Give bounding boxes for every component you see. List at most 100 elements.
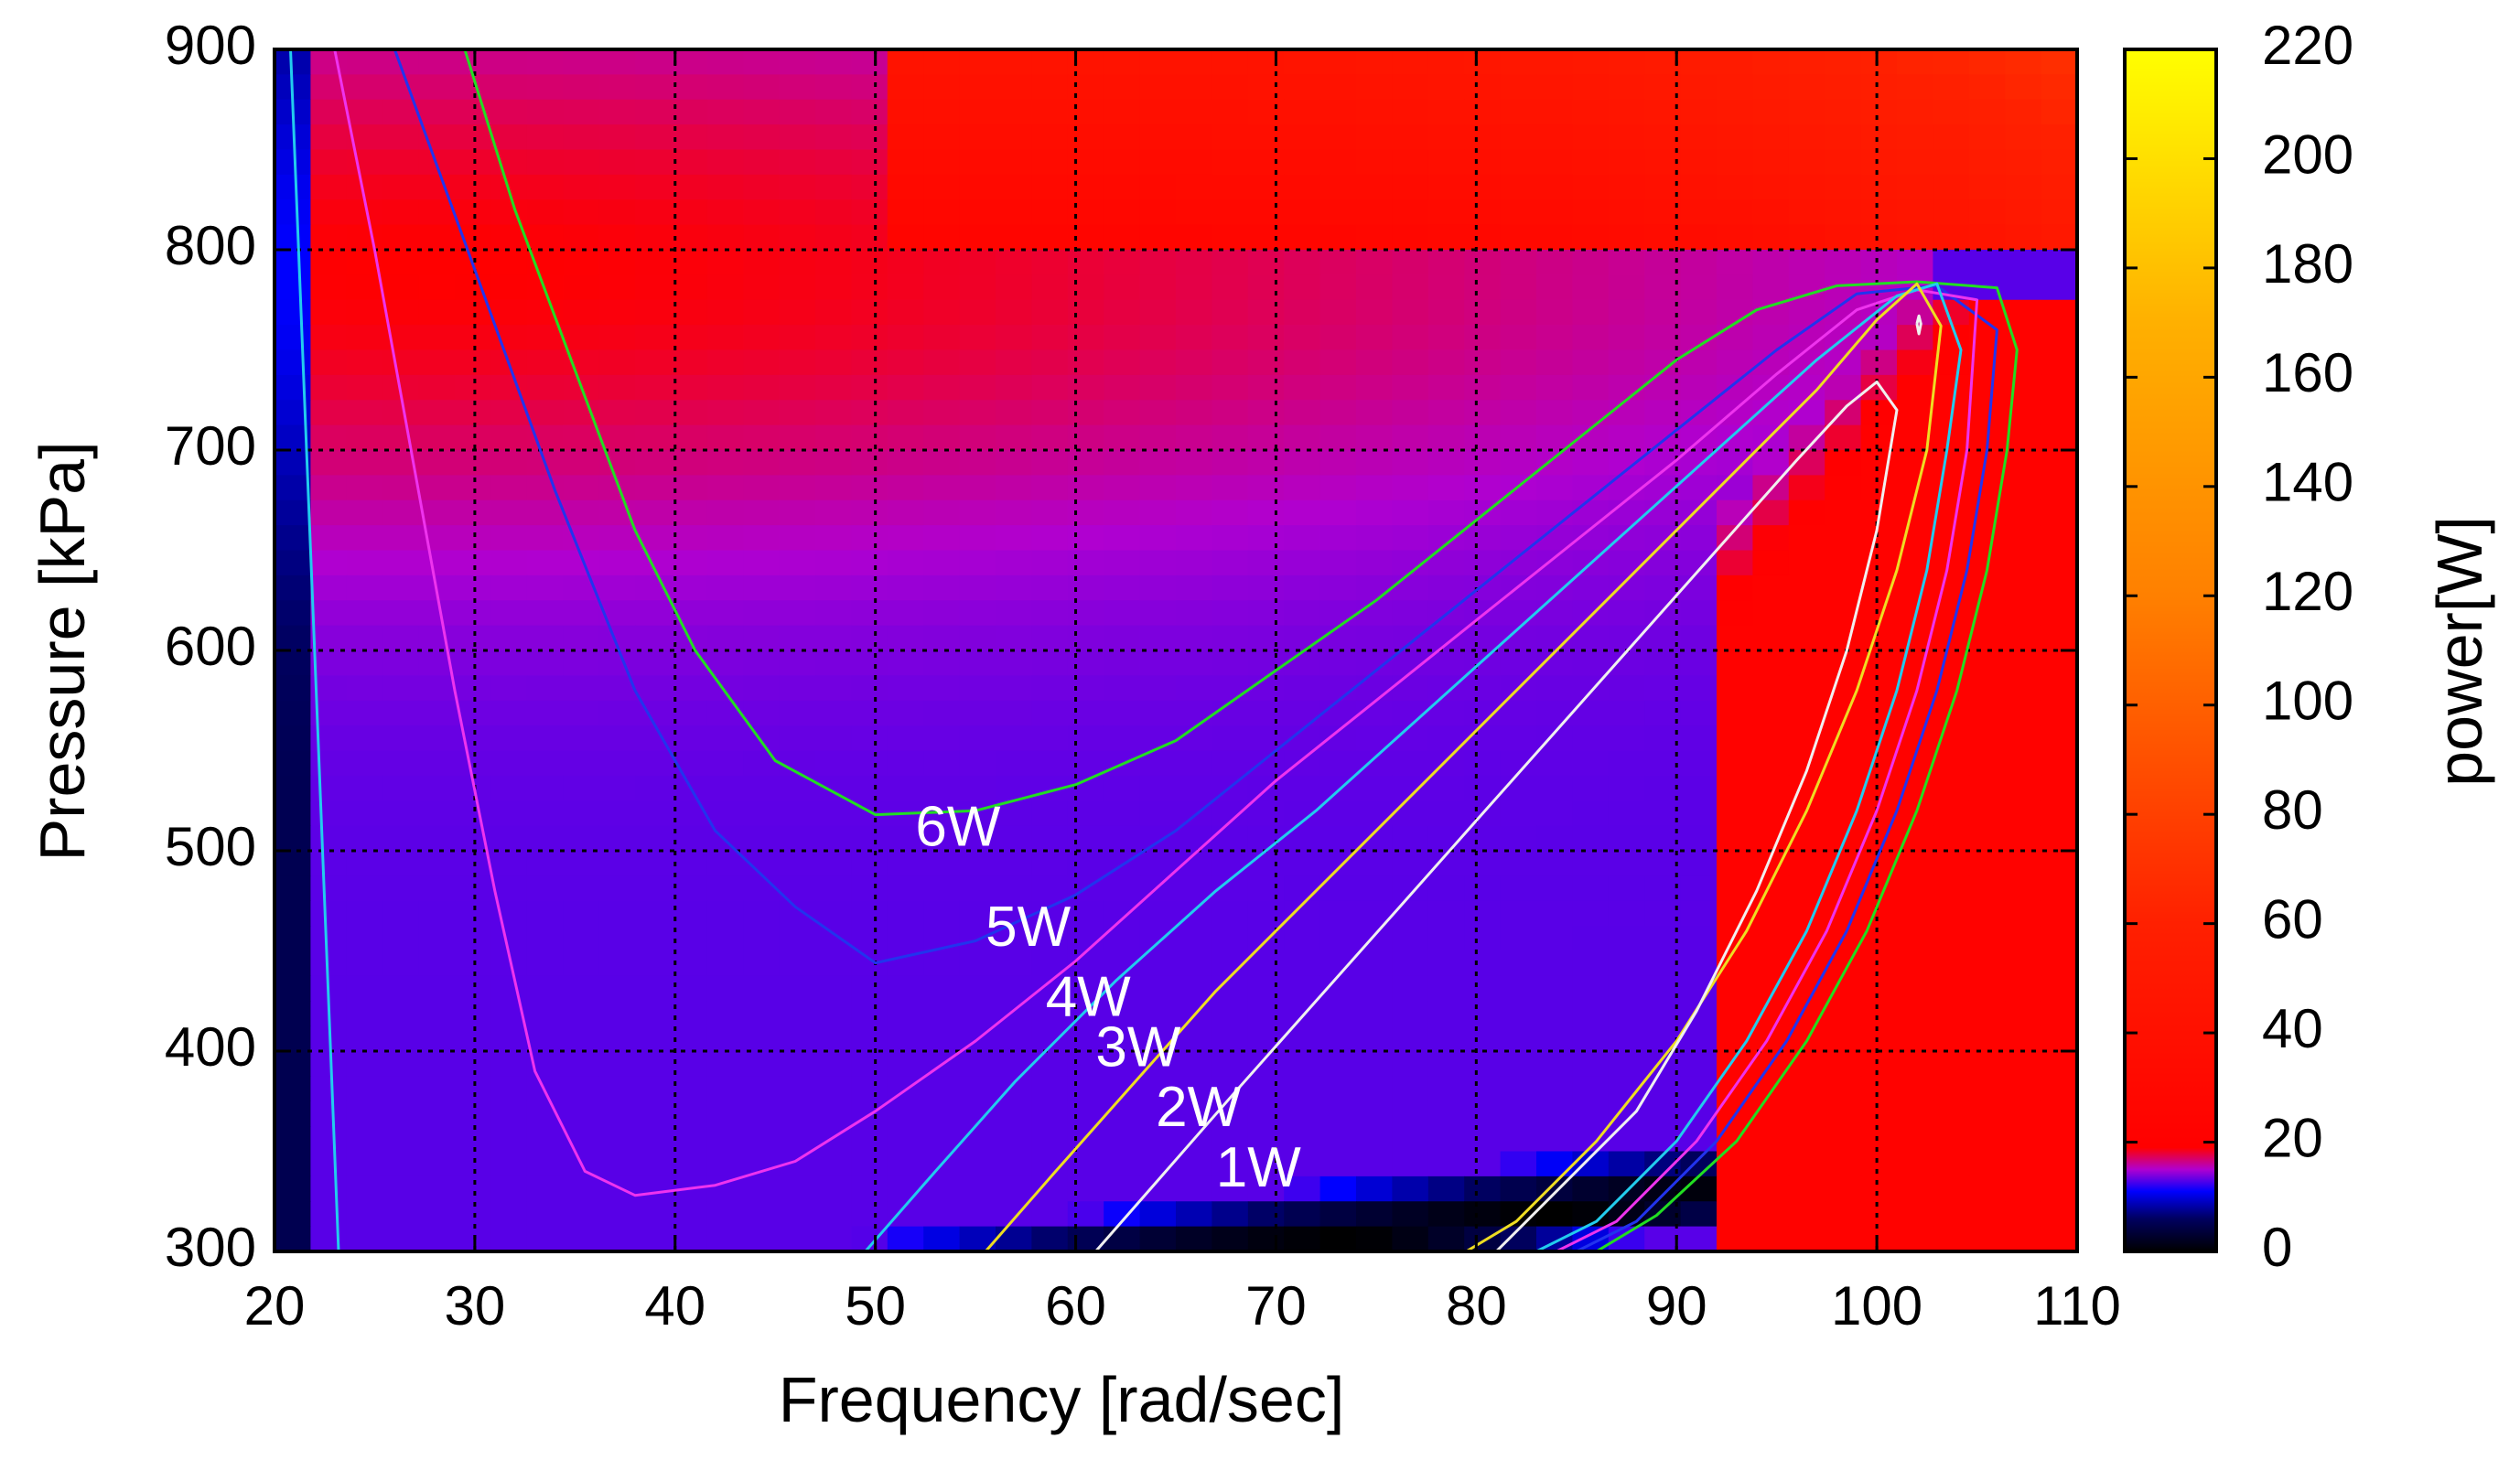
heatmap-cell xyxy=(1067,550,1104,576)
heatmap-cell xyxy=(815,1100,852,1127)
heatmap-cell xyxy=(346,349,383,376)
heatmap-cell xyxy=(1284,174,1321,200)
heatmap-cell xyxy=(1752,74,1790,101)
heatmap-cell xyxy=(1860,525,1898,552)
heatmap-cell xyxy=(598,800,636,827)
heatmap-cell xyxy=(563,975,600,1002)
heatmap-cell xyxy=(382,975,420,1002)
heatmap-cell xyxy=(275,250,311,275)
heatmap-cell xyxy=(706,475,744,501)
heatmap-cell xyxy=(2005,975,2042,1002)
heatmap-cell xyxy=(851,675,888,702)
heatmap-cell xyxy=(455,625,491,651)
heatmap-cell xyxy=(1717,1126,1753,1153)
heatmap-cell xyxy=(382,274,420,301)
heatmap-cell xyxy=(1392,199,1429,226)
heatmap-cell xyxy=(923,525,961,552)
heatmap-cell xyxy=(1104,875,1141,902)
heatmap-cell xyxy=(275,975,311,1002)
heatmap-cell xyxy=(1536,74,1573,101)
heatmap-cell xyxy=(887,750,924,777)
heatmap-cell xyxy=(1319,49,1357,75)
heatmap-cell xyxy=(959,124,996,151)
heatmap-cell xyxy=(635,149,672,176)
heatmap-cell xyxy=(959,574,996,601)
heatmap-cell xyxy=(275,600,311,627)
heatmap-cell xyxy=(1717,499,1753,526)
heatmap-cell xyxy=(779,49,816,75)
heatmap-cell xyxy=(1319,675,1357,702)
heatmap-cell xyxy=(2041,374,2077,401)
heatmap-cell xyxy=(1212,74,1249,101)
heatmap-cell xyxy=(1464,525,1502,552)
heatmap-cell xyxy=(455,900,491,927)
heatmap-cell xyxy=(1644,299,1682,326)
y-tick-label: 800 xyxy=(165,215,256,276)
heatmap-cell xyxy=(887,299,924,326)
heatmap-cell xyxy=(1933,49,1970,75)
heatmap-cell xyxy=(382,1001,420,1027)
heatmap-cell xyxy=(1176,224,1212,251)
heatmap-cell xyxy=(526,574,564,601)
heatmap-cell xyxy=(1500,450,1537,476)
heatmap-cell xyxy=(455,875,491,902)
heatmap-cell xyxy=(455,400,491,426)
heatmap-cell xyxy=(1680,775,1718,801)
heatmap-cell xyxy=(1464,1051,1502,1077)
heatmap-cell xyxy=(887,550,924,576)
heatmap-cell xyxy=(1644,1001,1682,1027)
heatmap-cell xyxy=(1500,325,1537,351)
heatmap-cell xyxy=(1212,349,1249,376)
heatmap-cell xyxy=(706,525,744,552)
heatmap-cell xyxy=(418,675,456,702)
heatmap-cell xyxy=(1247,149,1285,176)
heatmap-cell xyxy=(1752,926,1790,952)
heatmap-cell xyxy=(743,800,781,827)
heatmap-cell xyxy=(1897,99,1933,125)
heatmap-cell xyxy=(1572,975,1610,1002)
heatmap-cell xyxy=(346,1176,383,1202)
heatmap-cell xyxy=(563,49,600,75)
colorbar-tick-label: 40 xyxy=(2262,998,2323,1059)
heatmap-cell xyxy=(779,1176,816,1202)
heatmap-cell xyxy=(1104,1100,1141,1127)
heatmap-cell xyxy=(1392,124,1429,151)
heatmap-cell xyxy=(887,1176,924,1202)
heatmap-cell xyxy=(1104,550,1141,576)
heatmap-cell xyxy=(1500,224,1537,251)
heatmap-cell xyxy=(1139,900,1177,927)
heatmap-cell xyxy=(1356,975,1393,1002)
heatmap-cell xyxy=(1356,675,1393,702)
heatmap-cell xyxy=(1319,900,1357,927)
heatmap-cell xyxy=(1608,99,1645,125)
heatmap-cell xyxy=(743,550,781,576)
heatmap-cell xyxy=(563,525,600,552)
heatmap-cell xyxy=(1319,1226,1357,1251)
heatmap-cell xyxy=(1067,825,1104,852)
heatmap-cell xyxy=(996,1025,1032,1052)
heatmap-cell xyxy=(1427,99,1465,125)
heatmap-cell xyxy=(1139,775,1177,801)
heatmap-cell xyxy=(887,900,924,927)
heatmap-cell xyxy=(887,1126,924,1153)
heatmap-cell xyxy=(996,124,1032,151)
heatmap-cell xyxy=(1176,875,1212,902)
heatmap-cell xyxy=(1752,199,1790,226)
heatmap-cell xyxy=(815,174,852,200)
heatmap-cell xyxy=(1933,250,1970,275)
heatmap-cell xyxy=(1212,49,1249,75)
heatmap-cell xyxy=(455,525,491,552)
heatmap-cell xyxy=(526,250,564,275)
heatmap-cell xyxy=(1176,124,1212,151)
heatmap-cell xyxy=(706,950,744,977)
heatmap-cell xyxy=(996,525,1032,552)
heatmap-cell xyxy=(1427,1126,1465,1153)
heatmap-cell xyxy=(815,1001,852,1027)
heatmap-cell xyxy=(1752,725,1790,752)
heatmap-cell xyxy=(1500,825,1537,852)
heatmap-cell xyxy=(1247,349,1285,376)
heatmap-cell xyxy=(418,400,456,426)
heatmap-cell xyxy=(1968,800,2006,827)
heatmap-cell xyxy=(996,74,1032,101)
heatmap-cell xyxy=(1752,750,1790,777)
